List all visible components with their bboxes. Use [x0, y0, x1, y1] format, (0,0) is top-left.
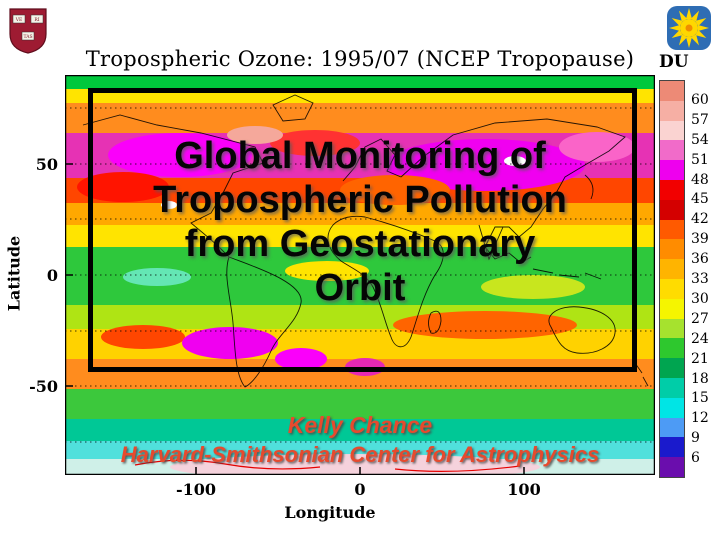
colorbar-tick-label: 36 — [691, 251, 709, 268]
overlay-title-line-1: Global Monitoring of — [174, 135, 546, 177]
axis-ticks — [65, 163, 525, 475]
colorbar-tick-label: 9 — [691, 430, 700, 447]
colorbar-tick-label: 21 — [691, 350, 709, 367]
colorbar-tick-label: 24 — [691, 330, 709, 347]
y-tick-label-50: 50 — [35, 155, 58, 174]
colorbar-title: DU — [659, 52, 689, 72]
colorbar-tick-label: 6 — [691, 450, 700, 467]
colorbar — [659, 80, 685, 478]
colorbar-segment — [660, 120, 684, 141]
colorbar-tick-label: 42 — [691, 211, 709, 228]
colorbar-tick-label: 18 — [691, 370, 709, 387]
colorbar-tick-label: 15 — [691, 390, 709, 407]
colorbar-segment — [660, 417, 684, 438]
colorbar-tick-label: 12 — [691, 410, 709, 427]
colorbar-tick-label: 33 — [691, 271, 709, 287]
colorbar-tick-label: 57 — [691, 111, 709, 128]
colorbar-segment — [660, 199, 684, 220]
crest-motto-tas: TAS — [23, 34, 32, 40]
colorbar-segment — [660, 338, 684, 359]
colorbar-tick-label: 51 — [691, 151, 709, 168]
colorbar-segment — [660, 457, 684, 477]
colorbar-segment — [660, 259, 684, 279]
overlay-title: Global Monitoring of Tropospheric Pollut… — [70, 134, 650, 310]
colorbar-labels: 60 57 54 51 48 45 42 39 36 33 30 27 24 21 18 15 12 9 6 — [691, 80, 719, 478]
y-tick-label-0: 0 — [46, 266, 58, 285]
colorbar-segment — [660, 179, 684, 200]
overlay-title-line-2: Tropospheric Pollution — [153, 179, 567, 221]
colorbar-segment — [660, 397, 684, 418]
map-area — [64, 74, 656, 480]
colorbar-tick-label: 30 — [691, 290, 709, 307]
colorbar-segment — [660, 318, 684, 339]
overlay-title-line-4: Orbit — [314, 267, 406, 309]
colorbar-tick-label: 45 — [691, 191, 709, 208]
sun-rays — [669, 8, 709, 48]
colorbar-segment — [660, 219, 684, 240]
latitude-gridlines — [65, 107, 655, 443]
author-affiliation: Harvard-Smithsonian Center for Astrophys… — [120, 442, 600, 467]
coastlines — [82, 94, 649, 388]
plot-title: Tropospheric Ozone: 1995/07 (NCEP Tropop… — [85, 47, 635, 71]
plot-frame — [64, 74, 656, 476]
colorbar-tick-label: 39 — [691, 231, 709, 248]
sunburst-logo — [667, 6, 711, 50]
colorbar-segment — [660, 239, 684, 260]
x-axis-label: Longitude — [284, 503, 376, 522]
colorbar-segment — [660, 358, 684, 378]
harvard-crest-logo: VE RI TAS — [9, 8, 47, 54]
colorbar-segment — [660, 160, 684, 180]
x-tick-label-0: 0 — [354, 480, 366, 499]
colorbar-tick-label: 48 — [691, 171, 709, 188]
colorbar-tick-label: 27 — [691, 310, 709, 327]
x-tick-label-neg100: -100 — [175, 480, 217, 499]
colorbar-segment — [660, 140, 684, 161]
colorbar-segment — [660, 377, 684, 398]
overlay-frame — [88, 88, 637, 372]
colorbar-segment — [660, 81, 684, 101]
crest-motto-ri: RI — [34, 17, 39, 23]
colorbar-segment — [660, 298, 684, 319]
y-tick-label-neg50: -50 — [29, 377, 58, 396]
overlay-title-line-3: from Geostationary — [184, 223, 536, 265]
colorbar-tick-label: 54 — [691, 131, 709, 148]
ozone-contour-map — [64, 74, 656, 480]
colorbar-tick-label: 60 — [691, 91, 709, 108]
x-tick-label-100: 100 — [507, 480, 541, 499]
author-name: Kelly Chance — [287, 412, 433, 438]
colorbar-segment — [660, 100, 684, 121]
colorbar-segment — [660, 278, 684, 299]
crest-motto-ve: VE — [15, 17, 23, 23]
colorbar-segment — [660, 437, 684, 458]
